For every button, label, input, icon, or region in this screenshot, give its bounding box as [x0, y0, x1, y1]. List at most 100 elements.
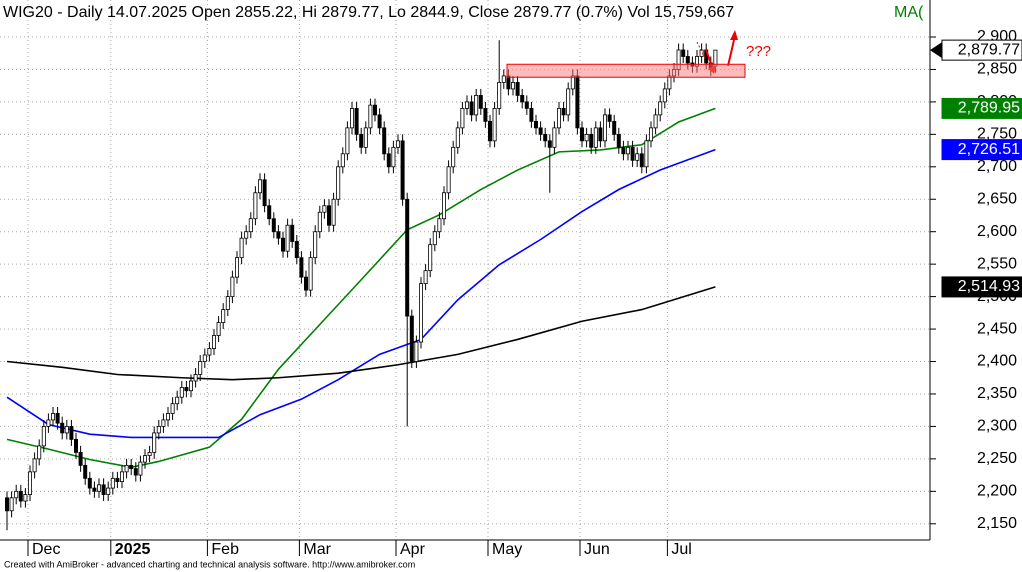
- candle-body: [368, 104, 373, 129]
- candle-body: [124, 464, 129, 473]
- candle-body: [207, 348, 212, 356]
- candle-body: [322, 205, 327, 213]
- candle-body: [451, 146, 456, 168]
- candle-body: [87, 477, 92, 489]
- candle-body: [510, 82, 515, 90]
- candle-body: [589, 133, 594, 148]
- candle-body: [74, 438, 79, 453]
- candle-body: [262, 179, 267, 207]
- candle-body: [285, 224, 290, 252]
- candle-body: [529, 107, 534, 122]
- candle-body: [607, 114, 612, 122]
- candle-body: [616, 133, 621, 148]
- candle-body: [9, 497, 14, 512]
- candle-body: [276, 231, 281, 239]
- candle-body: [193, 374, 198, 382]
- candle-body: [290, 224, 295, 242]
- candle-body: [18, 490, 23, 502]
- arrow: [705, 49, 713, 67]
- candle-body: [409, 315, 414, 362]
- candle-body: [92, 487, 97, 492]
- candle-body: [460, 107, 465, 129]
- candle-body: [405, 198, 410, 317]
- chart-title: WIG20 - Daily 14.07.2025 Open 2855.22, H…: [3, 4, 734, 21]
- candle-body: [14, 490, 19, 499]
- candle-body: [543, 133, 548, 142]
- candle-body: [547, 140, 552, 148]
- value-label: 2,726.51: [958, 141, 1020, 158]
- candle-body: [55, 413, 60, 424]
- candle-body: [418, 283, 423, 343]
- y-tick-label: 2,650: [977, 190, 1017, 207]
- candle-body: [230, 276, 235, 298]
- candle-body: [635, 153, 640, 161]
- candle-body: [395, 140, 400, 148]
- candle-body: [161, 419, 166, 427]
- candle-body: [538, 127, 543, 135]
- candle-body: [234, 257, 239, 278]
- candle-body: [354, 107, 359, 135]
- candle-body: [37, 445, 42, 460]
- annotations: [506, 30, 746, 78]
- candle-body: [51, 413, 56, 421]
- y-tick-label: 2,700: [977, 158, 1017, 175]
- candle-body: [317, 211, 322, 233]
- candle-body: [248, 218, 253, 233]
- candle-body: [294, 241, 299, 259]
- candle-body: [382, 127, 387, 155]
- candle-body: [340, 153, 345, 168]
- candle-body: [308, 257, 313, 291]
- candle-body: [216, 322, 221, 336]
- candle-body: [83, 464, 88, 479]
- candle-body: [101, 484, 106, 495]
- y-tick-label: 2,200: [977, 483, 1017, 500]
- candle-body: [133, 468, 138, 476]
- value-box: [941, 97, 1022, 119]
- candle-body: [515, 82, 520, 96]
- candle-body: [446, 166, 451, 194]
- candle-body: [129, 464, 134, 470]
- candle-body: [69, 426, 74, 440]
- candle-body: [27, 471, 32, 495]
- y-tick-label: 2,250: [977, 450, 1017, 467]
- candle-body: [437, 218, 442, 233]
- candle-body: [685, 56, 690, 64]
- arrow-head: [730, 30, 738, 40]
- candle-body: [612, 120, 617, 135]
- y-tick-label: 2,150: [977, 515, 1017, 532]
- candle-body: [156, 426, 161, 434]
- candle-body: [184, 387, 189, 392]
- candle-body: [198, 361, 203, 375]
- candle-body: [377, 114, 382, 129]
- candle-body: [423, 270, 428, 285]
- candle-body: [469, 101, 474, 116]
- x-tick-label: May: [492, 541, 522, 558]
- candle-body: [165, 413, 170, 421]
- candle-body: [603, 114, 608, 142]
- candle-body: [303, 276, 308, 291]
- candle-body: [64, 426, 69, 434]
- candle-body: [120, 471, 125, 482]
- candle-body: [487, 120, 492, 142]
- candle-body: [593, 127, 598, 148]
- candle-body: [5, 497, 10, 512]
- candle-body: [257, 179, 262, 194]
- candle-body: [179, 387, 184, 398]
- candle-body: [267, 205, 272, 220]
- y-tick-label: 2,300: [977, 418, 1017, 435]
- candle-body: [653, 114, 658, 129]
- candle-body: [580, 127, 585, 142]
- candle-body: [211, 335, 216, 349]
- candle-body: [239, 237, 244, 259]
- candle-body: [575, 75, 580, 129]
- candle-body: [506, 75, 511, 90]
- candle-body: [142, 455, 147, 463]
- candle-body: [170, 403, 175, 414]
- x-tick-label: 2025: [115, 541, 151, 558]
- candle-body: [280, 237, 285, 252]
- y-tick-label: 2,450: [977, 320, 1017, 337]
- y-axis: 2,1502,2002,2502,3002,3502,4002,4502,500…: [930, 28, 1022, 532]
- value-label: 2,789.95: [958, 100, 1020, 117]
- x-tick-label: Mar: [303, 541, 331, 558]
- ma-line: [6, 286, 716, 381]
